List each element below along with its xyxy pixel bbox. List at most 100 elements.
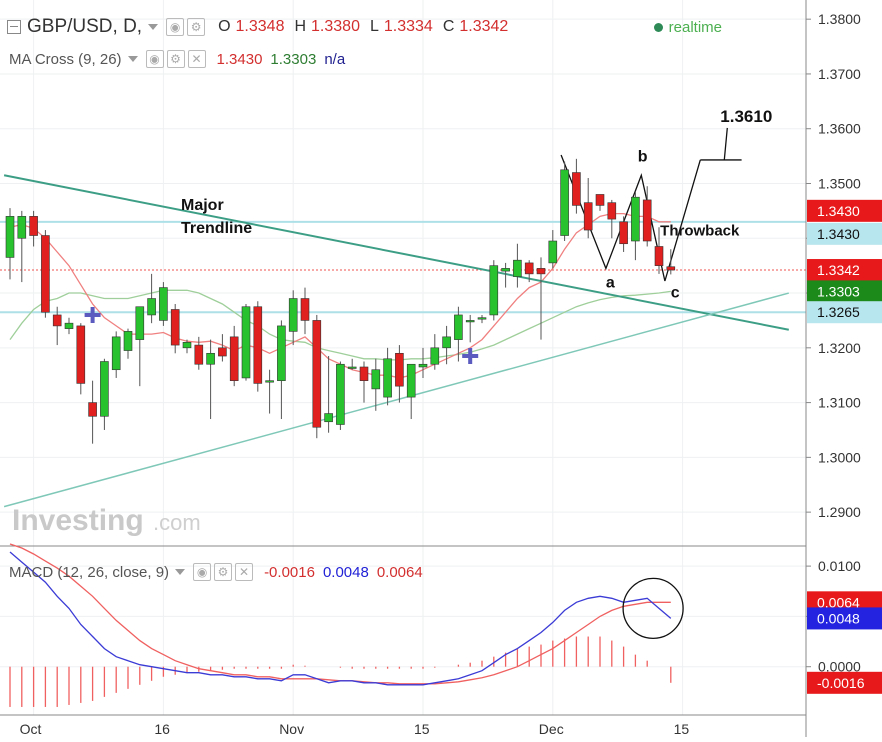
candle-body [300,298,310,321]
gear-icon[interactable]: ⚙ [187,18,206,36]
macd-line [9,551,672,686]
candle-body [5,216,15,258]
watermark-suffix: .com [153,510,201,535]
candle-body [76,325,86,384]
candle-body [277,325,286,381]
ma-fast-value: 1.3430 [216,50,263,68]
y-tick-label: 1.3700 [818,66,861,82]
eye-icon[interactable]: ◉ [166,18,185,36]
candle-body [218,347,227,357]
macd-price-tag [807,607,882,630]
candle-body [666,266,676,271]
ohlc-value-c: 1.3342 [459,18,509,35]
candle-body [631,196,640,242]
symbol-title[interactable]: GBP/USD, D, [27,16,143,37]
ma-dropdown-icon[interactable] [127,56,138,62]
ma-na-value: n/a [324,50,346,68]
time-axis: Oct 16 Nov 15 Dec 15 [0,714,806,737]
macd-gear-icon[interactable]: ⚙ [214,563,233,581]
major-trendline [3,174,789,331]
price-tag-label: 1.3430 [817,203,860,219]
x-tick-label: 16 [154,721,170,737]
target-label: 1.3610 [720,107,772,126]
candle-body [642,199,652,242]
candle-body [536,268,546,275]
candle-body [159,287,168,321]
candle-body [29,216,38,236]
price-tag [807,280,882,303]
cross-marker [84,306,101,323]
macd-price-tag-label: -0.0016 [817,675,865,691]
ohlc-value-o: 1.3348 [235,18,285,35]
ohlc-label-l: L [369,18,379,35]
candle-body [336,363,345,425]
watermark-text: Investing [12,504,144,537]
macd-close-icon[interactable]: ✕ [235,563,254,581]
ohlc-label-h: H [294,18,307,35]
projection-path [560,154,701,282]
ohlc-value-h: 1.3380 [311,18,360,35]
candle-body [560,169,569,236]
candle-body [123,331,133,351]
candle-body [454,314,463,340]
macd-y-tick-label: 0.0000 [818,659,861,675]
candle-body [111,336,121,371]
y-tick-label: 1.3200 [818,340,861,356]
ma-close-icon[interactable]: ✕ [187,50,206,68]
y-tick-label: 1.2900 [818,504,861,520]
ohlc-label-o: O [218,18,231,35]
price-tag-label: 1.3303 [817,283,860,299]
y-tick-label: 1.3800 [818,11,861,27]
y-tick-label: 1.3000 [818,449,861,465]
macd-row: MACD (12, 26, close, 9) ◉ ⚙ ✕ -0.0016 0.… [9,563,423,581]
ma-cross-label[interactable]: MA Cross (9, 26) [9,50,122,68]
x-tick-label: Dec [539,721,564,737]
candle-body [371,369,381,390]
ma-gear-icon[interactable]: ⚙ [166,50,185,68]
candle-body [182,342,192,349]
wave-label: c [671,284,680,301]
price-tag [807,259,882,282]
candle-body [241,306,251,379]
candle-body [324,413,333,423]
macd-signal-value: 0.0064 [376,563,423,581]
x-tick-label: Oct [20,721,42,737]
candle-body [513,259,522,277]
candle-body [64,322,74,329]
candle-body [88,402,97,417]
macd-label[interactable]: MACD (12, 26, close, 9) [9,563,170,581]
candle-body [359,366,369,381]
candle-body [548,240,558,264]
chart-header: GBP/USD, D, ◉ ⚙ O 1.3348 H 1.3380 L 1.3334 C 1.… [0,0,806,581]
price-tag-label: 1.3342 [817,262,860,278]
macd-price-tag [807,671,882,694]
menu-icon[interactable] [7,20,21,34]
candle-body [383,358,392,398]
candle-body [229,336,239,381]
y-tick-label: 1.3600 [818,121,861,137]
price-tag-label: 1.3430 [817,226,860,242]
macd-hist-value: -0.0016 [264,563,315,581]
candle-body [206,352,215,365]
candle-body [572,172,581,206]
candle-body [501,268,510,272]
symbol-row: GBP/USD, D, ◉ ⚙ O 1.3348 H 1.3380 L 1.3334 C 1.… [0,16,508,38]
ohlc-label-c: C [442,18,455,35]
wave-label: b [638,149,648,166]
ohlc-value-l: 1.3334 [383,18,433,35]
price-tag [807,199,882,222]
symbol-dropdown-icon[interactable] [148,24,159,30]
macd-dropdown-icon[interactable] [175,569,186,575]
macd-eye-icon[interactable]: ◉ [193,563,212,581]
cross-marker [462,348,479,365]
price-tag [807,222,882,245]
x-tick-label: 15 [674,721,690,737]
macd-price-tag-label: 0.0064 [817,594,860,610]
ma-eye-icon[interactable]: ◉ [145,50,164,68]
macd-pane [0,543,882,707]
candle-body [489,265,499,316]
candle-body [465,320,475,323]
macd-line-value: 0.0048 [322,563,369,581]
candle-body [41,235,50,313]
